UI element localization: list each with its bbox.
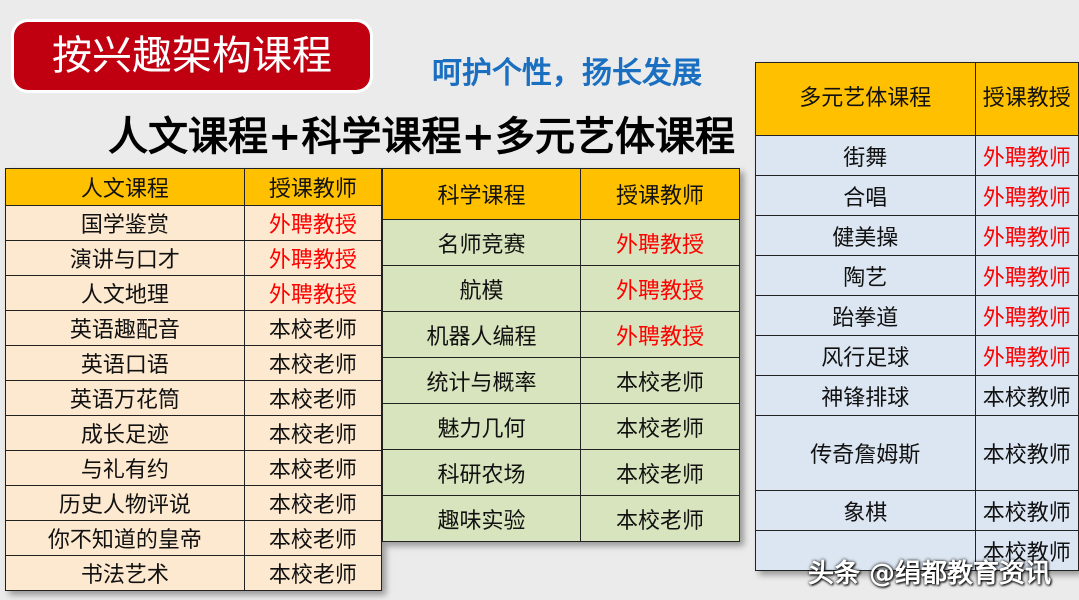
header-teacher: 授课教授	[974, 62, 1079, 136]
course-cell: 神锋排球	[755, 375, 976, 416]
course-cell: 历史人物评说	[5, 485, 245, 521]
table-row: 趣味实验 本校老师	[381, 495, 740, 542]
table-row: 合唱 外聘教师	[755, 175, 1079, 216]
teacher-cell: 本校老师	[580, 403, 740, 450]
teacher-cell: 本校老师	[243, 450, 383, 486]
teacher-cell: 本校教师	[974, 490, 1079, 531]
course-cell: 传奇詹姆斯	[755, 415, 976, 491]
teacher-cell: 外聘教授	[580, 265, 740, 312]
teacher-cell: 本校教师	[974, 415, 1079, 491]
table-row: 传奇詹姆斯 本校教师	[755, 415, 1079, 491]
course-cell	[755, 530, 976, 571]
course-cell: 与礼有约	[5, 450, 245, 486]
table-row: 成长足迹 本校老师	[5, 415, 383, 451]
course-cell: 书法艺术	[5, 555, 245, 591]
header-course: 人文课程	[5, 168, 245, 206]
teacher-cell: 本校教师	[974, 530, 1079, 571]
course-cell: 合唱	[755, 175, 976, 216]
table-row: 陶艺 外聘教师	[755, 255, 1079, 296]
humanities-table: 人文课程 授课教师 国学鉴赏 外聘教授 演讲与口才 外聘教授 人文地理 外聘教授 英语趣配音本…	[5, 168, 383, 591]
teacher-cell: 本校老师	[243, 555, 383, 591]
teacher-cell: 外聘教师	[974, 335, 1079, 376]
teacher-cell: 外聘教师	[974, 135, 1079, 176]
table-row: 科研农场 本校老师	[381, 449, 740, 496]
course-cell: 魅力几何	[381, 403, 582, 450]
table-row: 国学鉴赏 外聘教授	[5, 205, 383, 241]
table-row: 街舞 外聘教师	[755, 135, 1079, 176]
title-badge: 按兴趣架构课程	[14, 22, 370, 90]
header-teacher: 授课教师	[243, 168, 383, 206]
table-row: 机器人编程 外聘教授	[381, 311, 740, 358]
course-cell: 风行足球	[755, 335, 976, 376]
table-row: 英语趣配音 本校老师	[5, 310, 383, 346]
teacher-cell: 本校老师	[243, 520, 383, 556]
science-table: 科学课程 授课教师 名师竞赛 外聘教授 航模 外聘教授 机器人编程 外聘教授 统计与概率 本校老…	[381, 168, 740, 542]
teacher-cell: 本校老师	[580, 357, 740, 404]
table-row: 风行足球 外聘教师	[755, 335, 1079, 376]
course-cell: 英语趣配音	[5, 310, 245, 346]
course-cell: 名师竞赛	[381, 219, 582, 266]
table-row: 你不知道的皇帝 本校老师	[5, 520, 383, 556]
header-course: 多元艺体课程	[755, 62, 976, 136]
arts-table: 多元艺体课程 授课教授 街舞 外聘教师 合唱 外聘教师 健美操 外聘教师 陶艺 外聘教师 跆拳道外…	[755, 62, 1079, 571]
teacher-cell: 外聘教授	[243, 205, 383, 241]
table-row: 航模 外聘教授	[381, 265, 740, 312]
course-cell: 成长足迹	[5, 415, 245, 451]
teacher-cell: 本校老师	[243, 310, 383, 346]
table-row: 历史人物评说 本校老师	[5, 485, 383, 521]
table-row: 健美操 外聘教师	[755, 215, 1079, 256]
teacher-cell: 外聘教师	[974, 295, 1079, 336]
table-row: 英语万花筒 本校老师	[5, 380, 383, 416]
table-row: 统计与概率 本校老师	[381, 357, 740, 404]
teacher-cell: 外聘教授	[243, 240, 383, 276]
course-cell: 健美操	[755, 215, 976, 256]
subtitle: 人文课程+科学课程+多元艺体课程	[108, 114, 736, 160]
teacher-cell: 本校老师	[243, 380, 383, 416]
table-row: 魅力几何 本校老师	[381, 403, 740, 450]
course-cell: 街舞	[755, 135, 976, 176]
course-cell: 航模	[381, 265, 582, 312]
teacher-cell: 外聘教授	[580, 219, 740, 266]
course-cell: 机器人编程	[381, 311, 582, 358]
table-row: 人文地理 外聘教授	[5, 275, 383, 311]
watermark: 头条 @绢都教育资讯	[808, 559, 1052, 589]
course-cell: 人文地理	[5, 275, 245, 311]
teacher-cell: 外聘教师	[974, 215, 1079, 256]
table-row: 神锋排球 本校教师	[755, 375, 1079, 416]
table-row: 演讲与口才 外聘教授	[5, 240, 383, 276]
header-course: 科学课程	[381, 168, 582, 220]
table-row: 象棋 本校教师	[755, 490, 1079, 531]
header-teacher: 授课教师	[580, 168, 740, 220]
course-cell: 科研农场	[381, 449, 582, 496]
teacher-cell: 本校教师	[974, 375, 1079, 416]
teacher-cell: 本校老师	[580, 449, 740, 496]
course-cell: 你不知道的皇帝	[5, 520, 245, 556]
teacher-cell: 本校老师	[243, 485, 383, 521]
table-row: 跆拳道 外聘教师	[755, 295, 1079, 336]
table-row: 英语口语 本校老师	[5, 345, 383, 381]
table-row: 与礼有约 本校老师	[5, 450, 383, 486]
course-cell: 趣味实验	[381, 495, 582, 542]
course-cell: 英语万花筒	[5, 380, 245, 416]
course-cell: 象棋	[755, 490, 976, 531]
teacher-cell: 本校老师	[580, 495, 740, 542]
course-cell: 跆拳道	[755, 295, 976, 336]
course-cell: 演讲与口才	[5, 240, 245, 276]
table-row: 书法艺术 本校老师	[5, 555, 383, 591]
table-row: 名师竞赛 外聘教授	[381, 219, 740, 266]
teacher-cell: 本校老师	[243, 345, 383, 381]
teacher-cell: 本校老师	[243, 415, 383, 451]
teacher-cell: 外聘教授	[580, 311, 740, 358]
course-cell: 国学鉴赏	[5, 205, 245, 241]
table-row: 本校教师	[755, 530, 1079, 571]
course-cell: 英语口语	[5, 345, 245, 381]
slogan: 呵护个性，扬长发展	[432, 56, 702, 91]
course-cell: 统计与概率	[381, 357, 582, 404]
teacher-cell: 外聘教师	[974, 175, 1079, 216]
teacher-cell: 外聘教授	[243, 275, 383, 311]
course-cell: 陶艺	[755, 255, 976, 296]
teacher-cell: 外聘教师	[974, 255, 1079, 296]
